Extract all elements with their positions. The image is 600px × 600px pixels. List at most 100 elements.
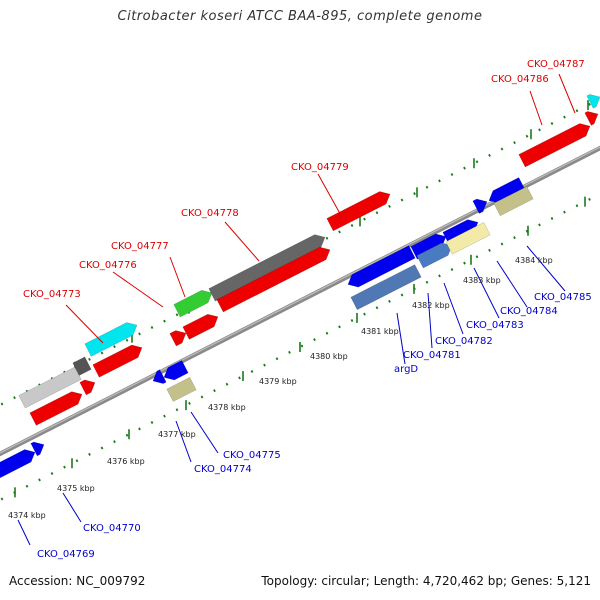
scale-dot [400,293,404,297]
scale-dot [538,128,541,132]
scale-dot [400,198,404,202]
scale-dot [238,376,241,380]
scale-dot [338,325,341,329]
label-leader [529,90,543,126]
gene-red-4 [169,330,187,347]
kbp-tick-label: 4377 kbp [158,430,196,439]
gene-label-reverse: CKO_04775 [223,450,281,461]
kbp-tick-label: 4374 kbp [8,511,46,520]
kbp-tick-label: 4380 kbp [310,352,348,361]
gene-red-3 [92,344,143,378]
scale-dot [463,261,466,265]
gene-blue-3 [152,369,167,384]
scale-dot [150,421,154,424]
scale-dot [575,204,579,208]
gene-label-reverse: argD [394,364,418,375]
scale-dot [50,472,54,475]
kbp-tick-label: 4383 kbp [463,276,501,285]
scale-dot [363,312,366,316]
label-leader [169,256,186,298]
scale-dot [475,160,479,164]
label-leader [558,73,576,114]
scale-dot [113,345,116,349]
scale-dot [513,141,516,145]
scale-dot [38,478,41,482]
map-title: Citrobacter koseri ATCC BAA-895, complet… [117,9,483,24]
scale-dot [388,204,391,208]
kbp-tick-label: 4378 kbp [208,403,246,412]
scale-dot [275,357,279,361]
scale-dot [575,109,579,113]
scale-dot [175,313,179,317]
gene-label-reverse: CKO_04784 [500,306,558,317]
scale-dot [488,248,491,252]
gene-lightgray [18,366,82,409]
scale-dot [388,299,391,303]
scale-dot [288,350,291,354]
scale-dot [25,484,29,488]
gene-label-forward: CKO_04777 [111,241,169,252]
scale-dot [588,197,591,201]
scale-dot [563,115,566,119]
scale-dot [163,414,166,418]
scale-dot [88,452,91,456]
label-leader [17,519,31,546]
gene-label-reverse: CKO_04781 [403,350,461,361]
label-leader [496,260,528,308]
scale-dot [425,185,429,189]
scale-dot [363,217,366,221]
scale-dot [500,147,504,151]
gene-green [173,290,213,318]
kbp-tick-label: 4382 kbp [412,301,450,310]
label-leader [175,420,192,463]
scale-dot [513,236,516,240]
gene-label-reverse: CKO_04782 [435,336,493,347]
kbp-tick-labels: 4374 kbp 4375 kbp 4376 kbp 4377 kbp 4378 kbp… [8,256,553,520]
gene-label-reverse: CKO_04774 [194,464,252,475]
scale-dot [163,319,166,323]
gene-label-forward: CKO_04773 [23,289,81,300]
label-leader [427,292,433,349]
gene-khaki-2 [493,186,534,217]
gene-label-forward: CKO_04786 [491,74,549,85]
scale-dot [188,401,191,405]
label-leaders [17,73,576,546]
gene-label-forward: CKO_04779 [291,162,349,173]
scale-dot [13,396,16,400]
gene-cyan [84,322,138,357]
gene-red-5 [182,313,219,340]
gene-red-long [216,246,331,313]
scale-dot [63,465,66,469]
gene-blue-argD [347,245,416,288]
scale-dot [438,274,441,278]
scale-dot [25,389,29,393]
kbp-tick-label: 4379 kbp [259,377,297,386]
gene-label-reverse: CKO_04770 [83,523,141,534]
gene-features [0,94,600,479]
label-leader [443,282,464,335]
gene-red-7 [518,123,591,168]
scale-dot [413,192,416,196]
scale-dot [463,166,466,170]
scale-dot [300,344,304,348]
gene-label-forward: CKO_04778 [181,208,239,219]
label-leader [396,312,406,365]
scale-dot [0,402,4,406]
label-leader [473,267,500,319]
gene-gray-long [208,234,326,302]
label-leader [65,304,104,344]
scale-dot [250,370,254,373]
scale-dot [200,395,204,399]
scale-dot [75,459,79,463]
gene-label-reverse: CKO_04783 [466,320,524,331]
scale-dot [50,377,54,380]
kbp-tick-label: 4381 kbp [361,327,399,336]
gene-red-1 [29,391,83,426]
scale-dot [88,357,91,361]
genome-summary: Topology: circular; Length: 4,720,462 bp… [261,574,591,588]
scale-dot [225,382,229,386]
scale-dot [38,383,41,387]
scale-dot [563,210,566,214]
gene-red-6 [326,191,391,232]
gene-labels: CKO_04773 CKO_04776 CKO_04777 CKO_04778 CKO_… [23,59,592,560]
